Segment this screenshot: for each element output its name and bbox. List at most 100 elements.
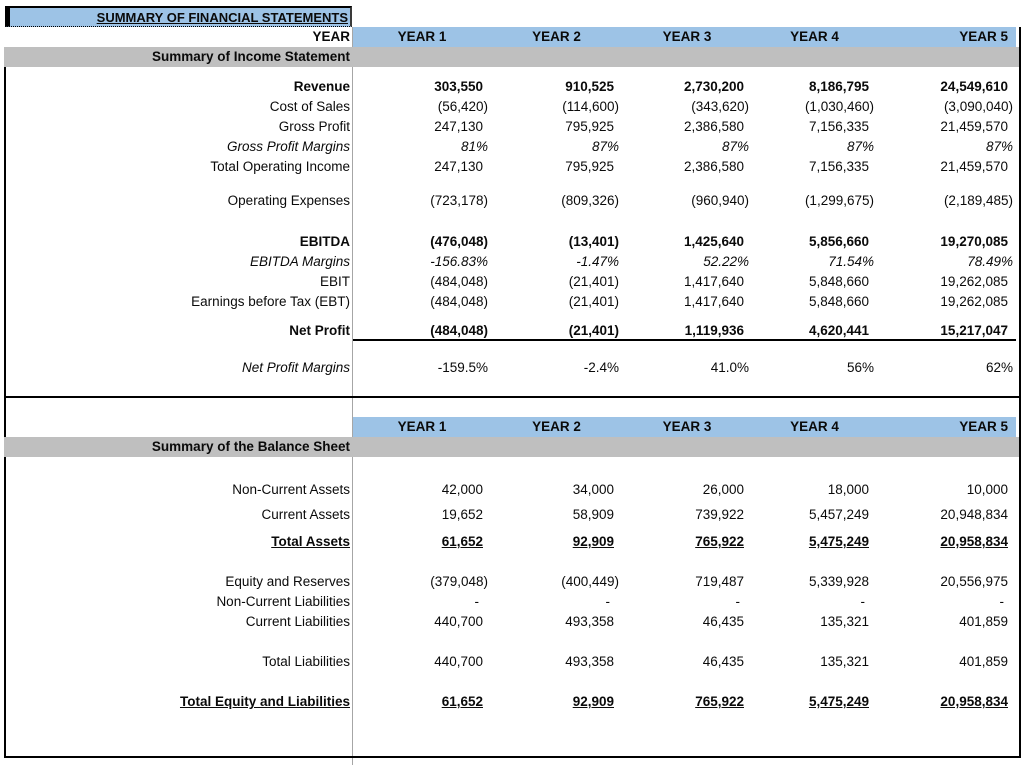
value-cell[interactable]: 20,958,834 <box>940 534 1008 549</box>
value-cell[interactable] <box>622 437 752 457</box>
value-cell[interactable]: 5,457,249 <box>808 507 869 522</box>
value-cell[interactable]: (484,048) <box>430 294 488 309</box>
value-cell[interactable]: 247,130 <box>434 119 483 134</box>
row-label[interactable]: Equity and Reserves <box>225 574 350 589</box>
value-cell[interactable]: (56,420) <box>437 99 488 114</box>
value-cell[interactable] <box>622 47 752 67</box>
value-cell[interactable]: (21,401) <box>491 321 622 341</box>
value-cell[interactable]: 5,848,660 <box>808 294 869 309</box>
section-band-label[interactable]: Summary of Income Statement <box>151 49 350 64</box>
value-cell[interactable]: - <box>474 594 480 609</box>
value-cell[interactable]: 303,550 <box>434 79 483 94</box>
value-cell[interactable]: 5,475,249 <box>808 694 869 709</box>
value-cell[interactable]: 19,270,085 <box>940 234 1008 249</box>
row-label[interactable]: Total Equity and Liabilities <box>179 694 350 709</box>
row-label[interactable]: Current Liabilities <box>245 614 350 629</box>
value-cell[interactable] <box>491 437 622 457</box>
section-band-label[interactable]: Summary of the Balance Sheet <box>151 439 350 454</box>
value-cell[interactable]: - <box>735 594 741 609</box>
value-cell[interactable]: 34,000 <box>572 482 614 497</box>
row-label[interactable]: Net Profit Margins <box>241 360 350 375</box>
value-cell[interactable]: -1.47% <box>576 254 619 269</box>
value-cell[interactable]: -156.83% <box>430 254 488 269</box>
value-cell[interactable]: 795,925 <box>565 159 614 174</box>
value-cell[interactable]: (723,178) <box>430 193 488 208</box>
value-cell[interactable]: 87% <box>985 139 1013 154</box>
value-cell[interactable]: 8,186,795 <box>808 79 869 94</box>
value-cell[interactable]: (114,600) <box>562 99 619 114</box>
year-header-cell[interactable]: YEAR 1 <box>353 417 491 437</box>
value-cell[interactable]: 19,652 <box>441 507 483 522</box>
row-label[interactable]: Non-Current Assets <box>232 482 350 497</box>
year-header-cell[interactable]: YEAR 2 <box>491 417 622 437</box>
value-cell[interactable]: 135,321 <box>820 654 869 669</box>
value-cell[interactable]: (960,940) <box>691 193 749 208</box>
row-label[interactable]: Earnings before Tax (EBT) <box>191 294 350 309</box>
value-cell[interactable]: 493,358 <box>565 654 614 669</box>
value-cell[interactable]: 24,549,610 <box>940 79 1008 94</box>
row-label[interactable]: Non-Current Liabilities <box>216 594 350 609</box>
value-cell[interactable] <box>752 437 877 457</box>
row-label[interactable]: Net Profit <box>289 323 350 338</box>
value-cell[interactable]: 92,909 <box>572 534 614 549</box>
value-cell[interactable]: 765,922 <box>695 694 744 709</box>
value-cell[interactable]: (2,189,485) <box>943 193 1013 208</box>
value-cell[interactable]: 910,525 <box>565 79 614 94</box>
value-cell[interactable]: 739,922 <box>695 507 744 522</box>
value-cell[interactable]: (400,449) <box>561 574 619 589</box>
value-cell[interactable]: 765,922 <box>695 534 744 549</box>
value-cell[interactable]: (1,030,460) <box>804 99 874 114</box>
value-cell[interactable]: 15,217,047 <box>877 321 1016 341</box>
value-cell[interactable]: 2,386,580 <box>683 159 744 174</box>
row-label[interactable]: Revenue <box>293 79 350 94</box>
value-cell[interactable]: 26,000 <box>702 482 744 497</box>
value-cell[interactable]: 19,262,085 <box>940 294 1008 309</box>
value-cell[interactable]: (21,401) <box>568 294 619 309</box>
value-cell[interactable]: 21,459,570 <box>940 159 1008 174</box>
value-cell[interactable]: (13,401) <box>568 234 619 249</box>
value-cell[interactable]: (343,620) <box>691 99 749 114</box>
year-header-cell[interactable]: YEAR 3 <box>622 27 752 47</box>
value-cell[interactable]: 20,556,975 <box>940 574 1008 589</box>
row-label[interactable]: Current Assets <box>261 507 350 522</box>
value-cell[interactable]: 795,925 <box>565 119 614 134</box>
year-row-label[interactable] <box>4 417 353 437</box>
value-cell[interactable]: (484,048) <box>430 274 488 289</box>
row-label[interactable]: EBITDA <box>299 234 350 249</box>
value-cell[interactable] <box>353 437 491 457</box>
value-cell[interactable]: 46,435 <box>702 614 744 629</box>
value-cell[interactable]: 1,417,640 <box>683 294 744 309</box>
row-label[interactable]: EBIT <box>319 274 350 289</box>
row-label[interactable]: Total Operating Income <box>210 159 350 174</box>
value-cell[interactable]: 493,358 <box>565 614 614 629</box>
year-header-cell[interactable]: YEAR 4 <box>752 417 877 437</box>
value-cell[interactable]: 401,859 <box>959 614 1008 629</box>
value-cell[interactable]: 87% <box>721 139 749 154</box>
year-header-cell[interactable]: YEAR 1 <box>353 27 491 47</box>
value-cell[interactable]: 41.0% <box>710 360 749 375</box>
row-label[interactable]: Total Liabilities <box>262 654 350 669</box>
value-cell[interactable]: 71.54% <box>828 254 874 269</box>
value-cell[interactable]: 2,386,580 <box>683 119 744 134</box>
value-cell[interactable]: 7,156,335 <box>808 119 869 134</box>
row-label[interactable]: Cost of Sales <box>269 99 350 114</box>
year-header-cell[interactable]: YEAR 4 <box>752 27 877 47</box>
year-header-cell[interactable]: YEAR 3 <box>622 417 752 437</box>
value-cell[interactable]: -2.4% <box>583 360 619 375</box>
value-cell[interactable]: (379,048) <box>430 574 488 589</box>
value-cell[interactable]: 20,958,834 <box>940 694 1008 709</box>
value-cell[interactable]: 19,262,085 <box>940 274 1008 289</box>
value-cell[interactable]: 401,859 <box>959 654 1008 669</box>
year-header-cell[interactable]: YEAR 5 <box>877 417 1016 437</box>
value-cell[interactable]: 87% <box>846 139 874 154</box>
value-cell[interactable]: 58,909 <box>572 507 614 522</box>
value-cell[interactable]: 2,730,200 <box>683 79 744 94</box>
row-label[interactable]: Operating Expenses <box>227 193 350 208</box>
row-label[interactable]: EBITDA Margins <box>249 254 350 269</box>
value-cell[interactable]: 440,700 <box>434 614 483 629</box>
value-cell[interactable]: 52.22% <box>703 254 749 269</box>
value-cell[interactable]: 61,652 <box>441 694 483 709</box>
value-cell[interactable]: 62% <box>985 360 1013 375</box>
value-cell[interactable]: 20,948,834 <box>940 507 1008 522</box>
value-cell[interactable] <box>491 47 622 67</box>
